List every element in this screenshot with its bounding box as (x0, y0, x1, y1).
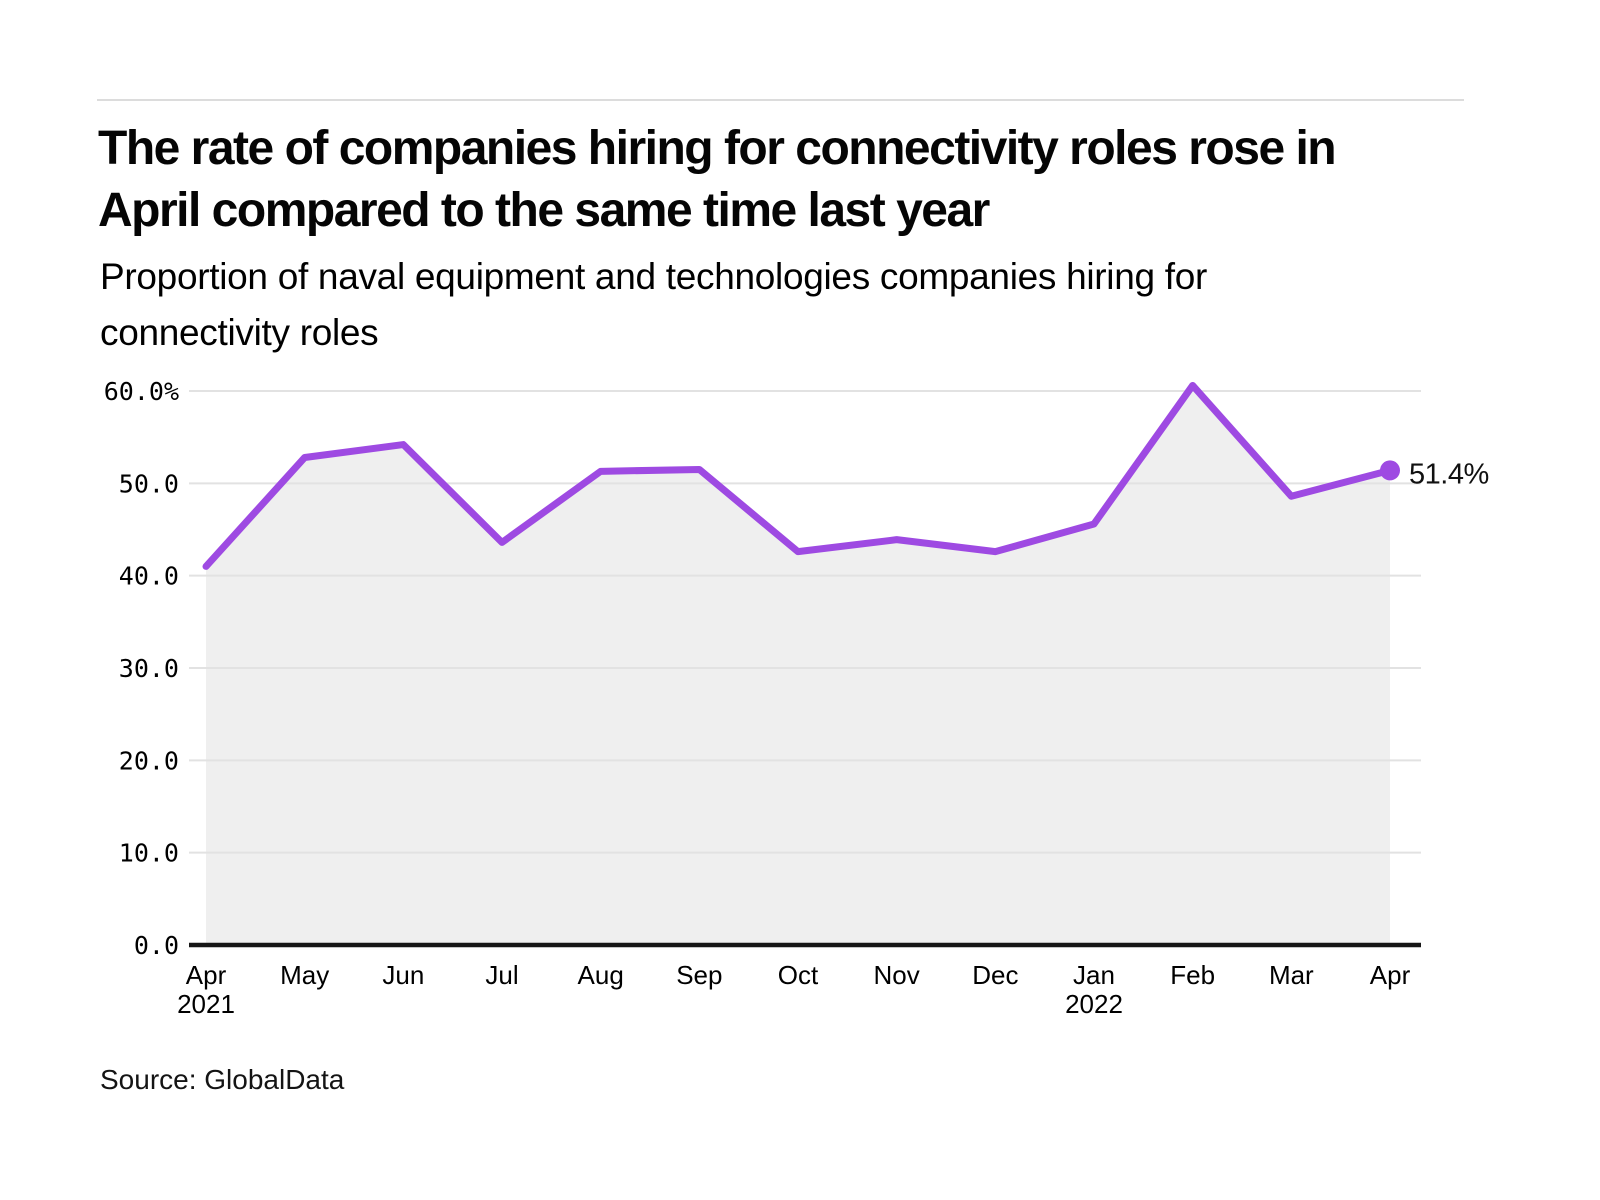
last-value-label: 51.4% (1409, 458, 1489, 490)
y-tick-label: 60.0% (104, 377, 179, 406)
chart-subtitle-line1: Proportion of naval equipment and techno… (100, 256, 1208, 297)
y-tick-label: 0.0 (134, 931, 179, 960)
area-fill (206, 385, 1390, 946)
end-point-dot (1380, 460, 1400, 481)
chart-title-line2: April compared to the same time last yea… (98, 184, 990, 237)
x-tick-label: Jul (485, 960, 518, 990)
x-tick-label: Mar (1269, 960, 1314, 990)
x-tick-label: Dec (972, 960, 1018, 990)
x-tick-label: Apr (186, 960, 227, 990)
y-tick-label: 30.0 (119, 654, 179, 683)
source-note: Source: GlobalData (100, 1064, 345, 1095)
x-tick-label: Apr (1370, 960, 1411, 990)
y-tick-label: 50.0 (119, 469, 179, 498)
x-tick-label: Jun (382, 960, 424, 990)
y-tick-label: 20.0 (119, 746, 179, 775)
x-tick-year-label: 2021 (177, 989, 235, 1019)
y-tick-label: 40.0 (119, 562, 179, 591)
chart-subtitle: Proportion of naval equipment and techno… (100, 249, 1207, 361)
x-tick-label: Nov (874, 960, 920, 990)
chart-subtitle-line2: connectivity roles (100, 312, 379, 353)
x-tick-label: Aug (578, 960, 624, 990)
chart-title-line1: The rate of companies hiring for connect… (98, 122, 1337, 175)
trend-line (202, 381, 1394, 570)
chart-title: The rate of companies hiring for connect… (98, 118, 1337, 242)
header-divider (97, 99, 1464, 101)
x-tick-year-label: 2022 (1065, 989, 1123, 1019)
y-tick-label: 10.0 (119, 839, 179, 868)
x-tick-label: Sep (676, 960, 722, 990)
x-tick-label: Jan (1073, 960, 1115, 990)
x-tick-label: Oct (778, 960, 819, 990)
x-tick-label: Feb (1170, 960, 1215, 990)
x-tick-label: May (280, 960, 329, 990)
